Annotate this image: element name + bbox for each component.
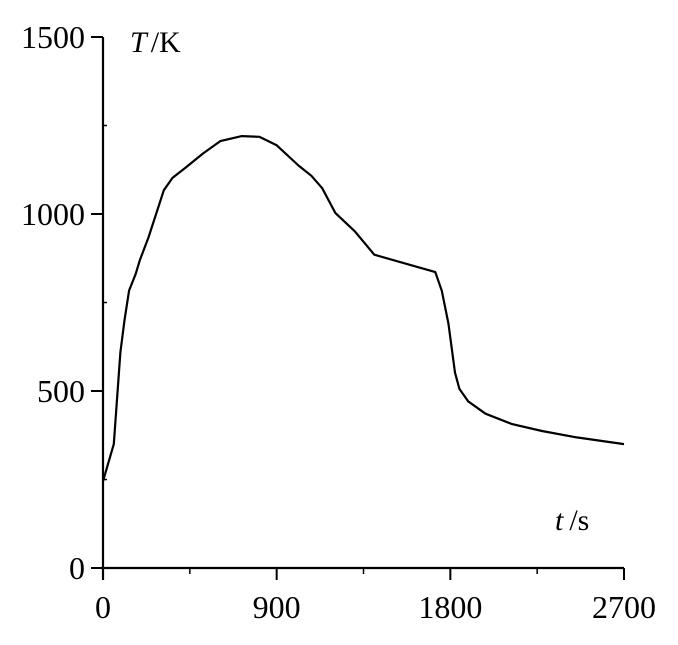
y-tick-label: 0 [69, 550, 85, 586]
x-axis-variable: t [555, 504, 564, 537]
x-tick-label: 0 [95, 589, 111, 625]
ticks: 0 900 1800 2700 0 500 1000 1500 [21, 19, 656, 625]
x-axis-unit: /s [569, 504, 589, 537]
axes [101, 37, 624, 580]
y-tick-label: 500 [37, 373, 85, 409]
y-tick-label: 1500 [21, 19, 85, 55]
y-tick-label: 1000 [21, 196, 85, 232]
x-tick-label: 1800 [418, 589, 482, 625]
x-tick-label: 900 [253, 589, 301, 625]
y-axis-label: T/K [130, 26, 181, 59]
x-axis-label: t/s [555, 504, 589, 537]
y-axis-variable: T [130, 26, 149, 59]
y-axis-unit: /K [151, 26, 181, 59]
series-line-temperature [101, 135, 625, 482]
x-tick-label: 2700 [592, 589, 656, 625]
